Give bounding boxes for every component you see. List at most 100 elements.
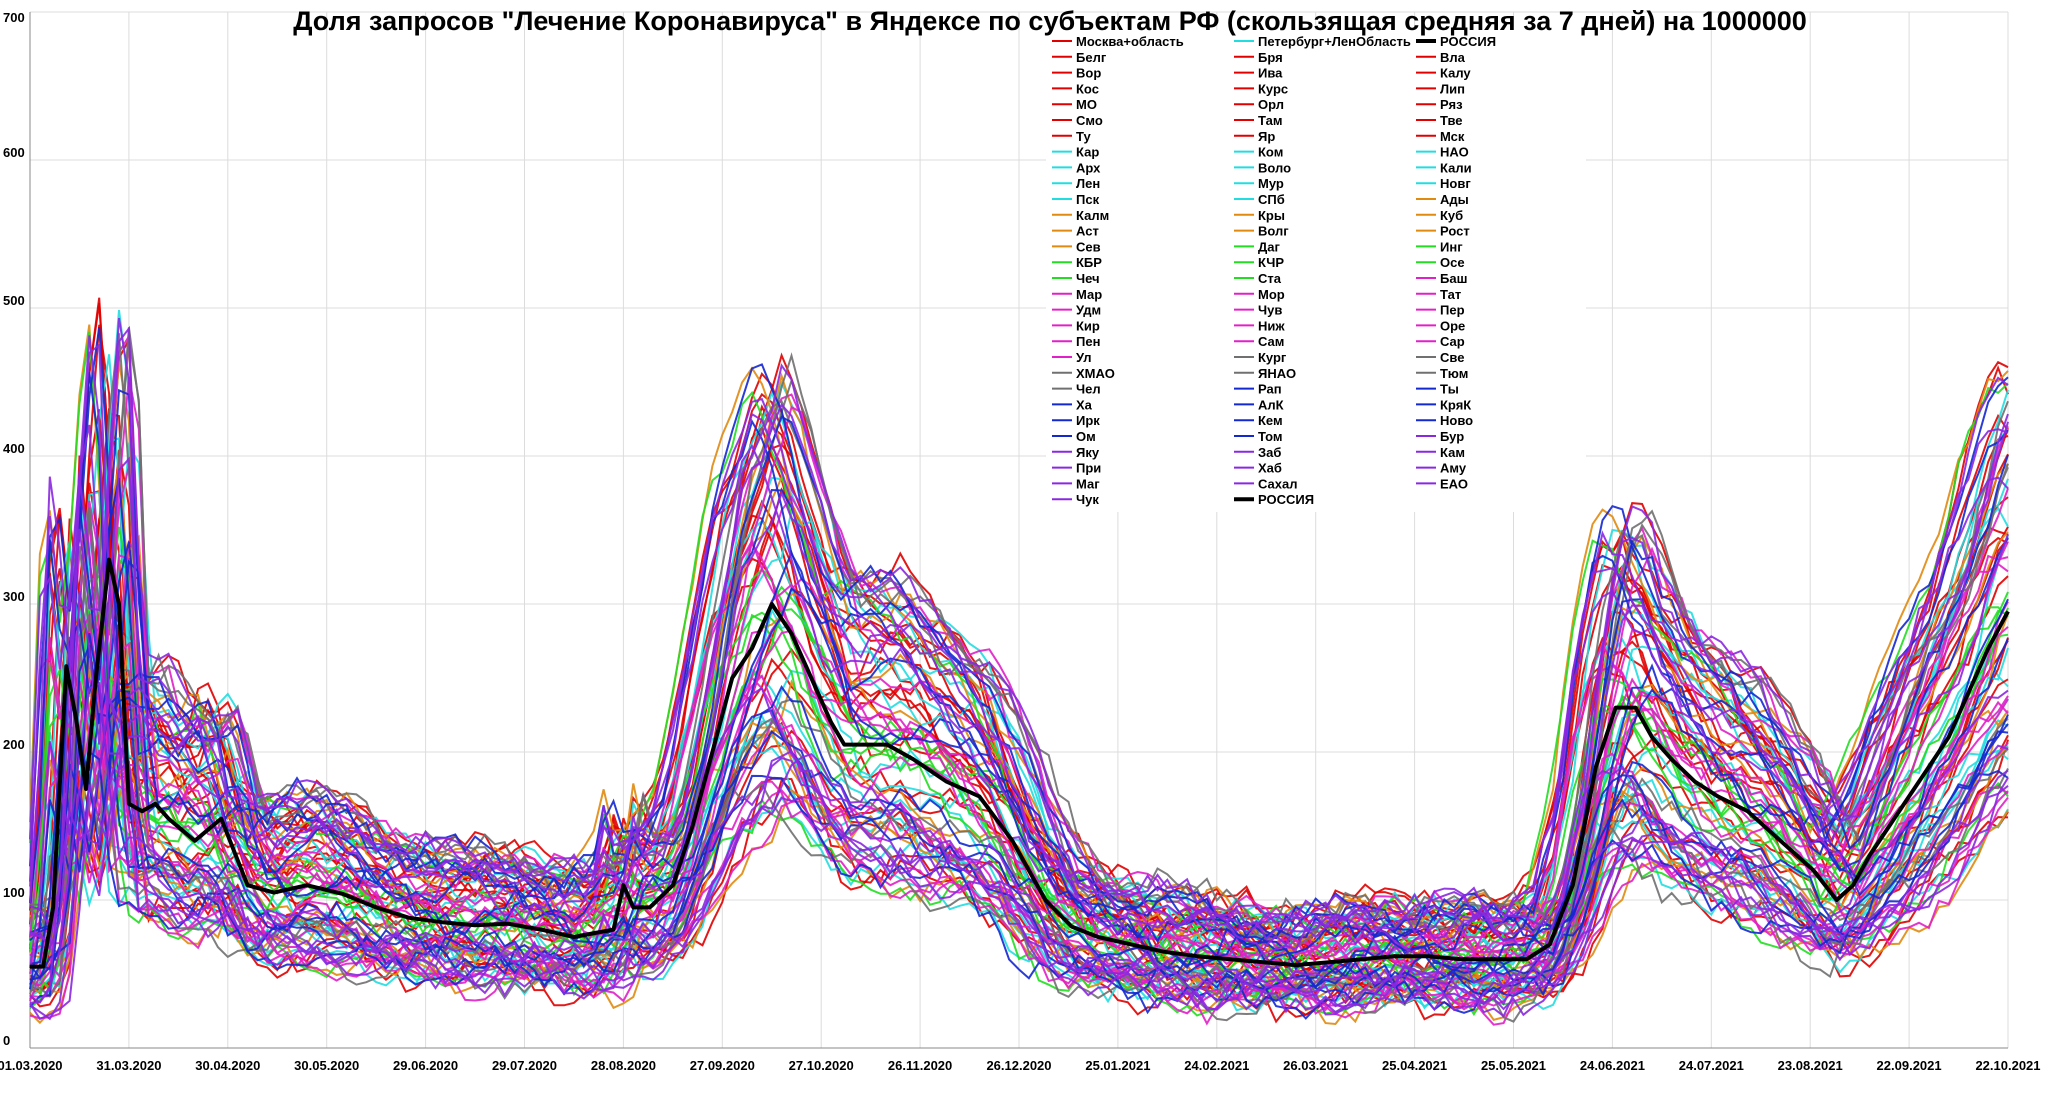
legend-label: НАО [1440, 145, 1469, 160]
region-series-line [29, 372, 2009, 949]
legend-label: При [1076, 461, 1101, 476]
legend-item: Даг [1234, 239, 1280, 254]
legend-label: Лен [1076, 176, 1100, 191]
legend-label: Ты [1440, 382, 1459, 397]
legend-item: Бур [1416, 429, 1464, 444]
legend-item: Кем [1234, 413, 1283, 428]
x-tick-label: 24.02.2021 [1184, 1058, 1249, 1073]
legend-item: АлК [1234, 397, 1284, 412]
legend-item: Рост [1416, 224, 1470, 239]
legend-item: Кир [1052, 318, 1100, 333]
legend-label: ХМАО [1076, 366, 1115, 381]
legend-item: ЕАО [1416, 476, 1468, 491]
legend-item: ХМАО [1052, 366, 1115, 381]
legend-item: Ком [1234, 145, 1283, 160]
x-tick-label: 25.04.2021 [1382, 1058, 1447, 1073]
legend-background [1046, 30, 1586, 512]
x-tick-label: 29.07.2020 [492, 1058, 557, 1073]
legend-label: СПб [1258, 192, 1285, 207]
legend-label: Пск [1076, 192, 1100, 207]
legend-label: Инг [1440, 239, 1463, 254]
legend-item: Чеч [1052, 271, 1100, 286]
legend-item: Ом [1052, 429, 1096, 444]
region-series-line [29, 325, 2009, 934]
legend-item: Калу [1416, 66, 1471, 81]
legend-item: Пск [1052, 192, 1100, 207]
legend-label: Орл [1258, 97, 1284, 112]
legend-label: Чел [1076, 382, 1101, 397]
y-tick-label: 200 [3, 737, 25, 752]
y-tick-label: 300 [3, 589, 25, 604]
legend-item: РОССИЯ [1416, 34, 1496, 49]
y-tick-label: 0 [3, 1033, 10, 1048]
legend-item: Ива [1234, 66, 1283, 81]
legend-item: Ирк [1052, 413, 1100, 428]
legend-item: Заб [1234, 445, 1281, 460]
legend-label: Аму [1440, 461, 1467, 476]
y-tick-label: 100 [3, 885, 25, 900]
legend-item: Ново [1416, 413, 1473, 428]
y-tick-label: 600 [3, 145, 25, 160]
legend-item: Новг [1416, 176, 1471, 191]
region-series-line [29, 559, 2009, 980]
legend-label: Све [1440, 350, 1464, 365]
legend-item: Волг [1234, 224, 1289, 239]
legend-item: Мар [1052, 287, 1102, 302]
legend-label: Кар [1076, 145, 1099, 160]
legend-item: Кали [1416, 160, 1472, 175]
legend-item: МО [1052, 97, 1097, 112]
legend-label: Волг [1258, 224, 1289, 239]
legend-item: Кос [1052, 81, 1099, 96]
legend-label: Удм [1076, 303, 1101, 318]
legend-item: СПб [1234, 192, 1285, 207]
legend-label: Ниж [1258, 318, 1285, 333]
x-tick-label: 25.01.2021 [1085, 1058, 1150, 1073]
x-tick-label: 28.08.2020 [591, 1058, 656, 1073]
legend-item: Тат [1416, 287, 1461, 302]
legend-label: Кург [1258, 350, 1287, 365]
legend-label: Чук [1076, 492, 1099, 507]
legend-item: Ады [1416, 192, 1469, 207]
legend-label: Кир [1076, 318, 1100, 333]
legend-label: КБР [1076, 255, 1102, 270]
legend-label: Куб [1440, 208, 1463, 223]
x-tick-label: 25.05.2021 [1481, 1058, 1546, 1073]
legend-item: Лен [1052, 176, 1100, 191]
legend-label: Тве [1440, 113, 1463, 128]
legend-label: Чув [1258, 303, 1282, 318]
legend-label: Аст [1076, 224, 1099, 239]
legend-item: Кам [1416, 445, 1465, 460]
legend-label: Вор [1076, 66, 1101, 81]
legend-item: Инг [1416, 239, 1463, 254]
legend-label: Курс [1258, 81, 1288, 96]
legend-item: Яку [1052, 445, 1100, 460]
x-tick-label: 27.10.2020 [789, 1058, 854, 1073]
legend-item: Сар [1416, 334, 1465, 349]
legend-item: Мор [1234, 287, 1285, 302]
legend-item: Оре [1416, 318, 1465, 333]
legend-item: Том [1234, 429, 1283, 444]
region-series-line [29, 526, 2009, 979]
x-tick-label: 30.04.2020 [195, 1058, 260, 1073]
legend-label: Сар [1440, 334, 1465, 349]
y-tick-label: 700 [3, 10, 25, 25]
legend-label: Ом [1076, 429, 1096, 444]
legend-item: Куб [1416, 208, 1463, 223]
x-tick-label: 24.06.2021 [1580, 1058, 1645, 1073]
legend-label: Том [1258, 429, 1283, 444]
legend-item: Ул [1052, 350, 1092, 365]
legend-item: Маг [1052, 476, 1100, 491]
legend-item: Сахал [1234, 476, 1298, 491]
legend-item: ЯНАО [1234, 366, 1296, 381]
legend-item: КЧР [1234, 255, 1284, 270]
legend-label: Ады [1440, 192, 1469, 207]
legend-item: Хаб [1234, 461, 1282, 476]
legend-label: ЯНАО [1258, 366, 1296, 381]
region-series-line [29, 685, 2009, 994]
legend-label: Яку [1076, 445, 1100, 460]
legend-label: ЕАО [1440, 476, 1468, 491]
legend-label: Ива [1258, 66, 1283, 81]
legend-item: Тюм [1416, 366, 1468, 381]
legend-label: РОССИЯ [1440, 34, 1496, 49]
legend-item: КряК [1416, 397, 1471, 412]
